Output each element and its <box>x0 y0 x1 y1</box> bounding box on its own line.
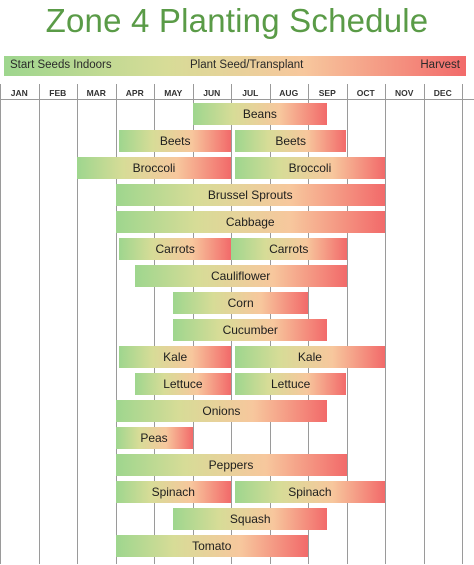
schedule-bar: Tomato <box>115 535 308 557</box>
legend-end-label: Harvest <box>420 59 460 71</box>
schedule-bar: Lettuce <box>234 373 347 395</box>
schedule-bar: Beets <box>119 130 231 152</box>
schedule-bar: Brussel Sprouts <box>115 184 385 206</box>
grid-vline <box>269 84 271 564</box>
schedule-bar: Carrots <box>231 238 347 260</box>
grid-vline <box>154 84 155 564</box>
grid-vline <box>0 84 1 564</box>
legend-start-label: Start Seeds Indoors <box>10 59 112 71</box>
schedule-bar: Broccoli <box>77 157 231 179</box>
month-label: FEB <box>49 88 67 98</box>
legend-gradient-bar: Start Seeds Indoors Plant Seed/Transplan… <box>4 56 466 76</box>
schedule-bar: Spinach <box>234 481 385 503</box>
schedule-bar: Kale <box>119 346 231 368</box>
schedule-bar: Lettuce <box>134 373 231 395</box>
month-label: MAY <box>164 88 183 98</box>
schedule-bar: Corn <box>173 292 308 314</box>
grid-vline <box>192 84 194 564</box>
schedule-bar: Beets <box>234 130 347 152</box>
grid-vline <box>423 84 425 564</box>
grid-vline <box>231 84 232 564</box>
legend-middle-label: Plant Seed/Transplant <box>190 59 304 71</box>
month-label: JUL <box>242 88 259 98</box>
month-label: OCT <box>356 88 375 98</box>
schedule-bar: Cauliflower <box>134 265 347 287</box>
month-label: JAN <box>10 88 28 98</box>
schedule-bar: Cucumber <box>173 319 328 341</box>
schedule-bar: Cabbage <box>115 211 385 233</box>
month-label: DEC <box>433 88 452 98</box>
month-label: AUG <box>279 88 299 98</box>
grid-vline <box>308 84 309 564</box>
grid-vline <box>346 84 348 564</box>
schedule-bar: Beans <box>192 103 328 125</box>
schedule-bar: Onions <box>115 400 328 422</box>
grid-vline <box>38 84 40 564</box>
month-label: APR <box>125 88 144 98</box>
month-label: JUN <box>203 88 221 98</box>
schedule-bar: Spinach <box>115 481 231 503</box>
schedule-bar: Peas <box>115 427 193 449</box>
schedule-bar: Kale <box>234 346 385 368</box>
chart-title: Zone 4 Planting Schedule <box>45 2 429 39</box>
schedule-bar: Peppers <box>115 454 347 476</box>
grid-vline <box>77 84 78 564</box>
grid-vline <box>115 84 117 564</box>
schedule-bar: Squash <box>173 508 328 530</box>
schedule-bar: Broccoli <box>234 157 385 179</box>
schedule-bar: Carrots <box>119 238 231 260</box>
header-divider <box>0 99 474 100</box>
month-label: MAR <box>86 88 106 98</box>
month-label: SEP <box>318 88 336 98</box>
grid-vline <box>462 84 463 564</box>
grid-vline <box>385 84 386 564</box>
month-label: NOV <box>395 88 414 98</box>
